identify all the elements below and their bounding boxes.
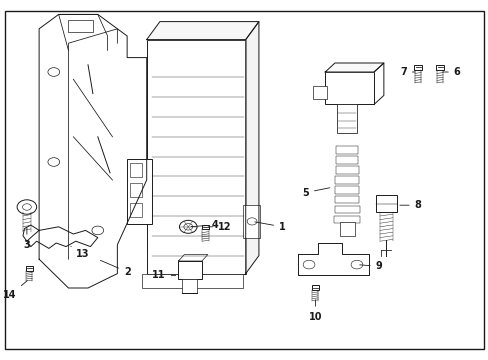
Bar xyxy=(243,205,260,238)
Text: 12: 12 xyxy=(208,222,231,232)
Text: 2: 2 xyxy=(100,260,130,277)
Bar xyxy=(129,203,142,217)
Text: 5: 5 xyxy=(302,188,329,198)
Bar xyxy=(334,216,359,223)
Bar xyxy=(335,166,358,174)
Bar xyxy=(413,65,421,70)
Bar xyxy=(68,20,93,32)
Bar xyxy=(339,222,354,236)
Bar xyxy=(336,147,357,154)
Bar xyxy=(146,40,245,274)
Bar xyxy=(127,159,151,224)
Text: 11: 11 xyxy=(152,270,175,280)
Bar xyxy=(337,104,356,133)
Text: 6: 6 xyxy=(442,67,460,77)
Bar xyxy=(325,72,373,104)
Text: 13: 13 xyxy=(71,246,90,259)
Text: 3: 3 xyxy=(23,228,30,250)
Bar xyxy=(182,279,197,293)
Polygon shape xyxy=(146,22,259,40)
Text: 8: 8 xyxy=(399,200,421,210)
Text: 14: 14 xyxy=(3,281,27,300)
Polygon shape xyxy=(325,63,383,72)
Bar xyxy=(435,65,443,70)
Text: 10: 10 xyxy=(308,300,322,322)
Text: 4: 4 xyxy=(191,220,218,230)
Text: 9: 9 xyxy=(359,261,382,271)
Bar xyxy=(335,176,358,184)
Text: 7: 7 xyxy=(399,67,414,77)
Bar xyxy=(335,156,358,164)
FancyBboxPatch shape xyxy=(375,195,396,212)
Bar xyxy=(178,261,202,279)
Bar xyxy=(26,266,33,270)
Bar xyxy=(129,183,142,197)
Polygon shape xyxy=(245,22,259,274)
Text: 1: 1 xyxy=(254,222,285,232)
Bar xyxy=(334,186,358,194)
Bar xyxy=(142,274,243,288)
Bar xyxy=(334,206,359,213)
Bar xyxy=(334,196,359,203)
Bar xyxy=(201,225,209,229)
Bar xyxy=(129,163,142,177)
Bar xyxy=(312,86,326,99)
Bar xyxy=(311,285,318,290)
